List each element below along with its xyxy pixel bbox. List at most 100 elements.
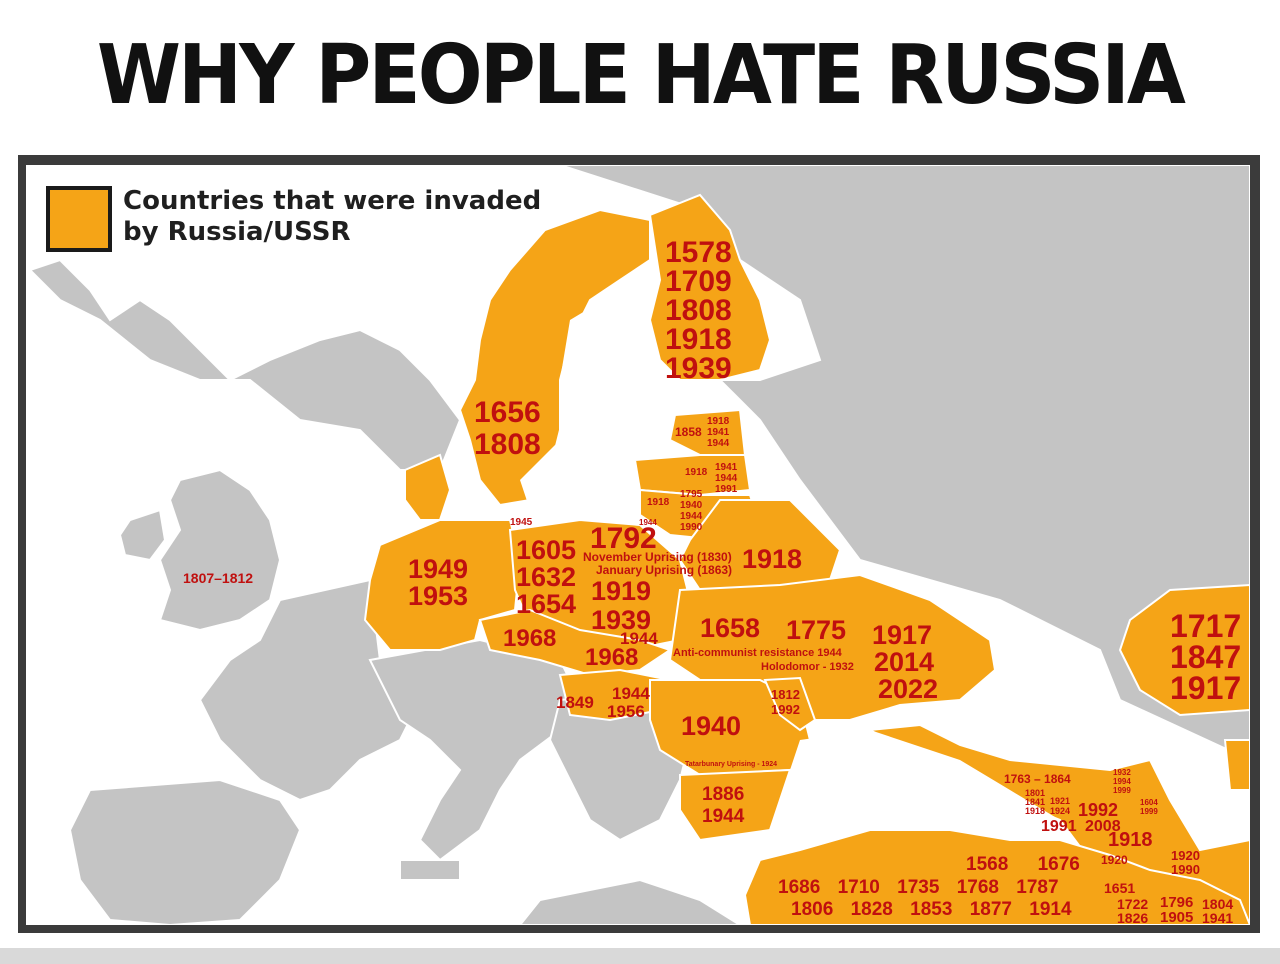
date: 1932 <box>1113 768 1131 777</box>
date: 1847 <box>1170 639 1242 675</box>
page-title: WHY PEOPLE HATE RUSSIA <box>96 28 1186 123</box>
date: 1953 <box>408 581 469 611</box>
label-ukraine-anti-communist: Anti-communist resistance 1944 <box>673 647 842 659</box>
label-ukraine: 1917 2014 2022 <box>866 622 938 703</box>
date: 1709 <box>665 265 732 298</box>
label-latvia: 1941 1944 1991 <box>715 462 737 495</box>
label-poland: 1919 1939 <box>591 578 651 634</box>
label-estonia-1858: 1858 <box>675 425 702 439</box>
label-turkey-row3: 1806 1828 1853 1877 1914 <box>791 899 1072 921</box>
label-persia-1651: 1651 <box>1104 880 1136 896</box>
label-armenia-1918: 1918 <box>1108 829 1153 851</box>
label-armenia-1920: 1920 <box>1101 853 1128 867</box>
date: 1853 <box>910 899 953 920</box>
label-georgia-2008: 2008 <box>1085 818 1121 835</box>
date: 1920 <box>1171 848 1200 863</box>
date: 1676 <box>1037 854 1080 875</box>
date: 1841 <box>1025 797 1046 807</box>
label-turkey-row1: 1568 1676 <box>966 854 1080 876</box>
date: 1944 <box>707 438 730 449</box>
label-latvia-1918: 1918 <box>685 467 708 478</box>
date: 1812 <box>771 687 800 702</box>
label-persia-b: 1796 1905 <box>1160 895 1193 925</box>
label-ukraine-holodomor: Holodomor - 1932 <box>761 661 854 673</box>
date: 1710 <box>837 877 880 898</box>
label-ukraine-1658: 1658 <box>700 613 761 643</box>
label-hungary-1849: 1849 <box>556 693 594 712</box>
label-finland: 1578 1709 1808 1918 1939 <box>665 236 732 385</box>
label-poland-november-uprising: November Uprising (1830) <box>583 550 732 564</box>
date: 1944 <box>715 473 738 484</box>
date: 2014 <box>874 647 935 677</box>
date: 1991 <box>715 484 738 495</box>
label-moldova: 1812 1992 <box>771 687 800 717</box>
date: 1941 <box>715 462 738 473</box>
date: 1990 <box>1171 862 1200 877</box>
date: 1717 <box>1170 608 1242 644</box>
date: 1578 <box>665 236 732 269</box>
date: 1877 <box>969 899 1012 920</box>
date: 1921 <box>1050 796 1071 806</box>
label-georgia-1992: 1992 <box>1078 800 1119 820</box>
date: 1939 <box>665 352 732 385</box>
date: 1940 <box>680 500 703 511</box>
date: 1735 <box>897 877 940 898</box>
date: 1924 <box>1050 806 1071 816</box>
label-azerbaijan: 1920 1990 <box>1171 849 1200 877</box>
date: 1992 <box>771 702 800 717</box>
label-lithuania: 1795 1940 1944 1990 <box>680 489 702 533</box>
label-persia-a: 1722 1826 <box>1117 897 1148 925</box>
date: 1941 <box>1202 910 1234 926</box>
map-shapes <box>28 165 1250 925</box>
date: 1917 <box>872 620 933 650</box>
date: 1949 <box>408 554 469 584</box>
label-poland-january-uprising: January Uprising (1863) <box>596 563 733 577</box>
date: 1568 <box>966 854 1009 875</box>
date: 1787 <box>1016 877 1059 898</box>
date: 1944 <box>680 511 703 522</box>
date: 1795 <box>680 489 703 500</box>
label-poland-1792: 1792 <box>590 522 657 555</box>
label-czechoslovakia: 1968 <box>503 625 557 652</box>
date: 1804 <box>1202 896 1234 912</box>
date: 1686 <box>778 877 821 898</box>
date: 1994 <box>1113 777 1131 786</box>
date: 1956 <box>607 702 645 721</box>
date: 1941 <box>707 427 730 438</box>
label-kaliningrad: 1944 <box>639 518 657 527</box>
date: 1801 <box>1025 788 1046 798</box>
date: 1918 <box>707 416 730 427</box>
label-georgia-1991: 1991 <box>1041 818 1077 835</box>
label-romania: 1940 <box>681 711 742 741</box>
label-hungary: 1944 1956 <box>602 685 650 721</box>
label-poland-west: 1605 1632 1654 <box>516 537 576 618</box>
date: 1918 <box>1025 806 1046 816</box>
label-circassia: 1763 – 1864 <box>1004 772 1071 786</box>
label-germany: 1949 1953 <box>408 556 468 610</box>
date: 1828 <box>850 899 893 920</box>
date: 1722 <box>1117 896 1149 912</box>
legend-label: Countries that were invaded by Russia/US… <box>123 186 542 247</box>
label-uk: 1807–1812 <box>183 570 254 586</box>
label-chechnya: 1932 1994 1999 <box>1113 768 1131 795</box>
date: 1914 <box>1029 899 1072 920</box>
date: 1905 <box>1160 909 1194 926</box>
label-dagestan: 1604 1999 <box>1140 798 1158 816</box>
label-belarus: 1918 <box>742 544 803 574</box>
date: 1826 <box>1117 910 1149 926</box>
label-bulgaria: 1886 1944 <box>702 784 744 828</box>
date: 1654 <box>516 589 577 619</box>
label-persia-c: 1804 1941 <box>1202 897 1233 925</box>
date: 1768 <box>956 877 999 898</box>
label-tatarbunary: Tatarbunary Uprising - 1924 <box>685 761 778 768</box>
label-georgia-a: 1801 1841 1918 <box>1025 789 1045 816</box>
label-bornholm: 1945 <box>510 517 533 528</box>
date: 1604 <box>1140 798 1158 807</box>
label-turkey-row2: 1686 1710 1735 1768 1787 <box>778 877 1059 899</box>
date: 1999 <box>1113 786 1131 795</box>
label-lithuania-1918: 1918 <box>647 497 670 508</box>
date: 1808 <box>474 428 541 461</box>
label-poland-1944: 1944 <box>620 629 658 648</box>
date: 1656 <box>474 396 541 429</box>
date: 1999 <box>1140 807 1158 816</box>
